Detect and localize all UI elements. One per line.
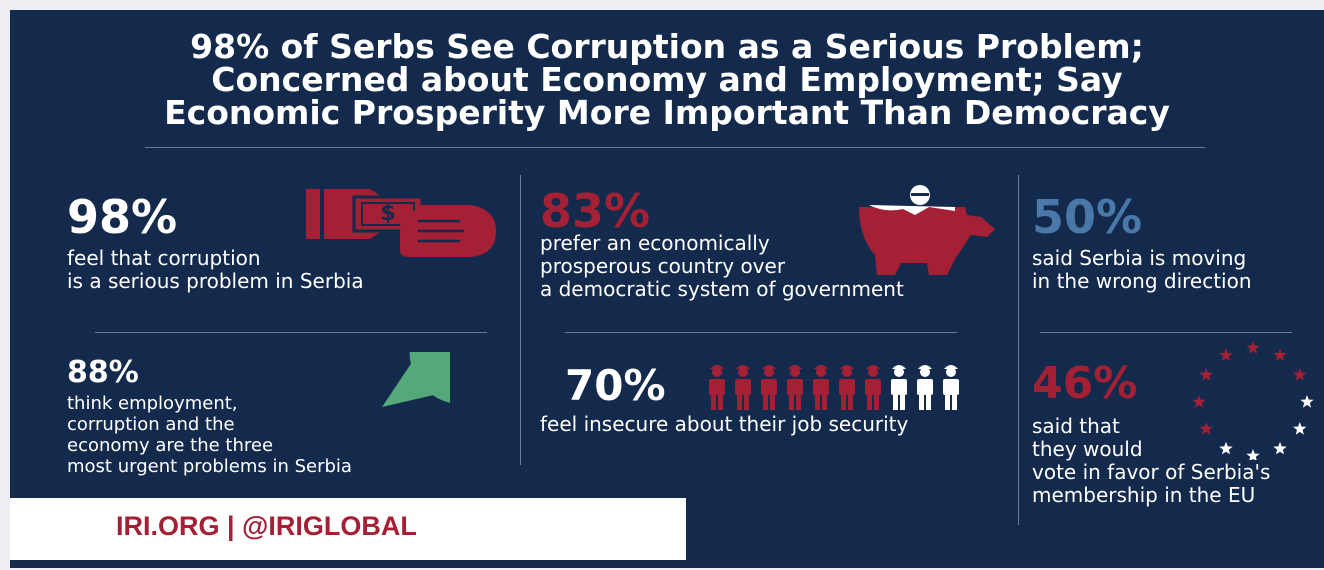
worker-figure: [891, 365, 907, 410]
stat-83-caption: prefer an economically prosperous countr…: [540, 232, 904, 301]
pie-chart-icon: [382, 352, 450, 407]
caption-line: said Serbia is moving: [1032, 246, 1247, 270]
stat-46-pct: 46%: [1032, 358, 1138, 409]
worker-figure: [709, 365, 725, 410]
svg-text:$: $: [380, 201, 395, 226]
caption-line: they would: [1032, 437, 1143, 461]
caption-line: prefer an economically: [540, 231, 770, 255]
column-divider-right: [1018, 175, 1019, 525]
caption-line: corruption and the: [67, 414, 235, 435]
worker-figure: [839, 365, 855, 410]
headline-line-3: Economic Prosperity More Important Than …: [164, 93, 1170, 132]
stat-88-caption: think employment, corruption and the eco…: [67, 393, 352, 477]
worker-figure: [761, 365, 777, 410]
worker-figure: [943, 365, 959, 410]
stat-98-caption: feel that corruption is a serious proble…: [67, 247, 364, 293]
caption-line: membership in the EU: [1032, 483, 1256, 507]
middle-section-divider: [565, 332, 957, 333]
caption-line: is a serious problem in Serbia: [67, 269, 364, 293]
worker-figure: [917, 365, 933, 410]
pie-slice-88: [382, 352, 450, 407]
headline-line-2: Concerned about Economy and Employment; …: [211, 60, 1123, 99]
caption-line: a democratic system of government: [540, 277, 904, 301]
eu-star: [1199, 422, 1213, 435]
worker-figure: [735, 365, 751, 410]
stat-50-caption: said Serbia is moving in the wrong direc…: [1032, 247, 1252, 293]
stat-46-caption: said that they would vote in favor of Se…: [1032, 415, 1270, 507]
caption-line: feel that corruption: [67, 246, 261, 270]
caption-line: in the wrong direction: [1032, 269, 1252, 293]
eu-star: [1300, 395, 1314, 408]
eu-stars-icon: [1192, 341, 1314, 460]
stat-88-pct: 88%: [67, 355, 139, 390]
eu-star: [1219, 348, 1233, 361]
caption-line: most urgent problems in Serbia: [67, 456, 352, 477]
eu-star: [1192, 395, 1206, 408]
caption-line: prosperous country over: [540, 254, 786, 278]
eu-star: [1273, 441, 1287, 455]
stat-98-pct: 98%: [67, 190, 178, 244]
workers-icon: [709, 365, 959, 410]
stat-83-pct: 83%: [540, 184, 651, 238]
worker-figure: [787, 365, 803, 410]
caption-line: think employment,: [67, 393, 238, 414]
headline-line-1: 98% of Serbs See Corruption as a Serious…: [190, 27, 1144, 66]
piggy-bank-icon: [859, 185, 995, 275]
infographic: 98% of Serbs See Corruption as a Serious…: [10, 10, 1324, 568]
eu-star: [1199, 368, 1213, 381]
eu-star: [1293, 422, 1307, 435]
stat-70-caption: feel insecure about their job security: [540, 412, 909, 436]
eu-star: [1246, 449, 1260, 460]
headline: 98% of Serbs See Corruption as a Serious…: [10, 30, 1324, 129]
stat-50-pct: 50%: [1032, 190, 1143, 244]
eu-star: [1246, 341, 1260, 354]
left-section-divider: [95, 332, 487, 333]
stat-70-pct: 70%: [565, 361, 666, 410]
caption-line: said that: [1032, 414, 1120, 438]
title-divider: [145, 147, 1205, 148]
caption-line: economy are the three: [67, 435, 274, 456]
money-hand-icon: $: [306, 189, 496, 257]
caption-line: vote in favor of Serbia's: [1032, 460, 1271, 484]
column-divider-left: [520, 175, 521, 465]
worker-figure: [865, 365, 881, 410]
worker-figure: [813, 365, 829, 410]
eu-star: [1293, 368, 1307, 381]
footer-link-text[interactable]: IRI.ORG | @IRIGLOBAL: [116, 511, 417, 541]
footer-banner: IRI.ORG | @IRIGLOBAL: [10, 498, 686, 560]
eu-star: [1273, 348, 1287, 361]
right-section-divider: [1040, 332, 1292, 333]
eu-star: [1219, 441, 1233, 455]
